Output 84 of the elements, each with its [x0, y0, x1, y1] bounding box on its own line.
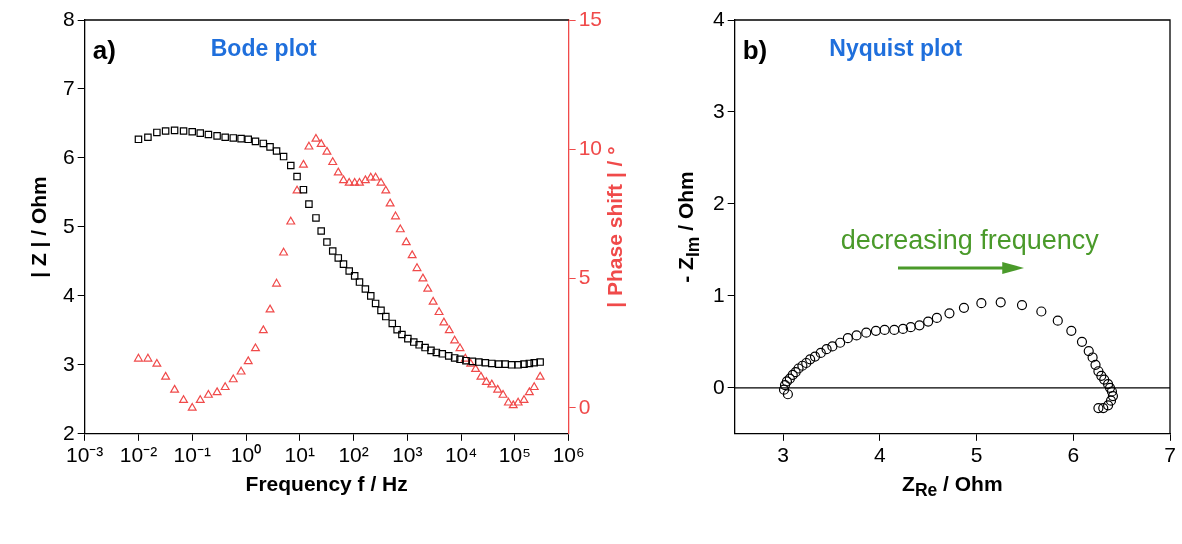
x-tick-label: 10⁶	[552, 443, 585, 467]
point	[801, 357, 812, 369]
point	[779, 379, 791, 391]
point	[809, 351, 821, 362]
point	[1098, 402, 1109, 414]
annotation: decreasing frequency	[840, 224, 1100, 255]
x-tick-label: 3	[777, 443, 789, 467]
y-tick-label: 7	[62, 75, 75, 99]
point	[870, 325, 882, 336]
y-tick-label: 3	[712, 98, 725, 122]
point	[851, 330, 862, 341]
point	[1106, 386, 1118, 397]
point	[944, 308, 955, 319]
y-tick-label: 0	[712, 374, 725, 398]
x-tick-label: 10⁰	[230, 443, 262, 467]
x-tick-label: 10⁵	[498, 443, 531, 467]
point	[793, 363, 804, 374]
point	[1066, 325, 1077, 336]
point	[995, 297, 1006, 308]
point	[805, 354, 816, 365]
text: Bode plot	[210, 35, 318, 62]
point	[797, 360, 808, 371]
point	[1083, 345, 1094, 357]
point	[931, 312, 942, 324]
y-axis-title: | Z | / Ohm	[26, 176, 51, 278]
x-tick-label: 10⁻¹	[173, 443, 211, 467]
point	[958, 302, 970, 313]
y-tick-label: 2	[712, 190, 725, 214]
point	[1093, 402, 1104, 414]
point	[815, 347, 826, 358]
point	[976, 298, 987, 309]
x-tick-label: 10²	[338, 443, 369, 467]
y2-tick-label: 10	[578, 136, 602, 160]
y-tick-label: 4	[712, 6, 725, 30]
point	[861, 327, 872, 338]
point	[914, 320, 925, 331]
y-tick-label: 4	[62, 282, 75, 306]
point	[1016, 299, 1028, 311]
y2-tick-label: 15	[578, 6, 602, 30]
point	[897, 323, 909, 335]
point	[1096, 370, 1107, 381]
point	[905, 322, 916, 333]
point	[778, 384, 790, 395]
y-tick-label: 5	[62, 213, 75, 237]
point	[842, 333, 853, 344]
x-axis-title: Frequency f / Hz	[245, 471, 408, 496]
point	[827, 341, 838, 352]
y-tick-label: 2	[62, 420, 75, 444]
x-tick-label: 10⁻²	[119, 443, 158, 467]
x-tick-label: 5	[970, 443, 983, 467]
point	[1090, 359, 1101, 370]
point	[1105, 395, 1117, 406]
y2-axis-title: | Phase shift | / °	[602, 146, 627, 308]
point	[1076, 336, 1088, 347]
point	[1036, 306, 1047, 317]
x-tick-label: 10³	[392, 443, 423, 467]
y-tick-label: 8	[62, 6, 75, 30]
x-tick-label: 6	[1067, 443, 1080, 467]
y2-tick-label: 0	[578, 394, 591, 418]
point	[889, 324, 900, 335]
x-tick-label: 7	[1164, 443, 1176, 467]
point	[1099, 374, 1110, 385]
point	[1102, 400, 1114, 411]
point	[1093, 366, 1104, 377]
point	[782, 389, 793, 400]
x-tick-label: 10¹	[284, 443, 315, 467]
point	[821, 344, 832, 355]
point	[835, 337, 846, 348]
y-tick-label: 3	[62, 351, 75, 375]
annotation: a)	[92, 35, 116, 66]
x-tick-label: 10⁻³	[66, 443, 104, 467]
text: Nyquist plot	[829, 35, 963, 62]
annotation: b)	[742, 35, 768, 66]
y-tick-label: 1	[712, 282, 725, 306]
point	[1087, 352, 1098, 363]
point	[1052, 315, 1063, 326]
point	[1107, 391, 1119, 402]
y2-tick-label: 5	[578, 265, 591, 289]
point	[879, 324, 890, 335]
point	[923, 316, 934, 327]
x-tick-label: 4	[873, 443, 886, 467]
y-tick-label: 6	[62, 144, 75, 168]
x-axis-title: Z$_{Re}$ / Ohm	[902, 471, 1003, 501]
x-tick-label: 10⁴	[444, 443, 478, 467]
